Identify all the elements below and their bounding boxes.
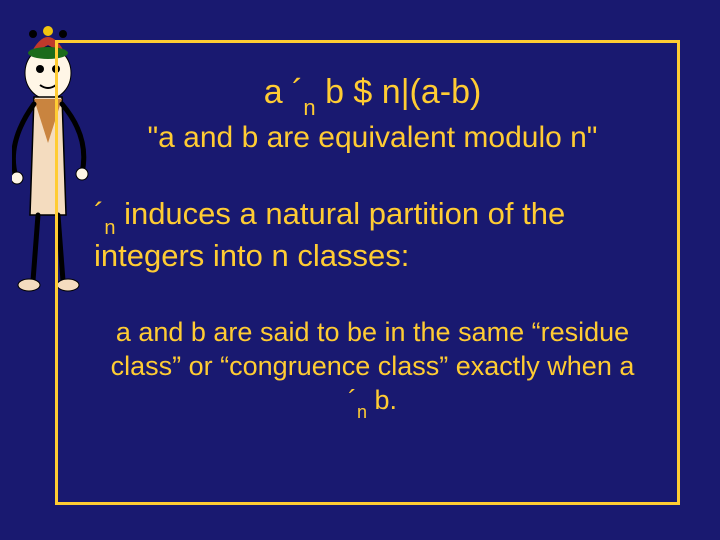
title-sub: n (303, 95, 315, 120)
content-frame: a ´n b $ n|(a-b) "a and b are equivalent… (55, 40, 680, 505)
title-post: b $ n|(a-b) (316, 73, 482, 111)
title-pre: a ´ (264, 73, 304, 111)
footer-text: a and b are said to be in the same “resi… (88, 316, 657, 420)
formula-title: a ´n b $ n|(a-b) (88, 73, 657, 117)
body-text: ´n induces a natural partition of the in… (88, 195, 657, 274)
body-pre: ´ (94, 196, 104, 231)
body-post: induces a natural partition of the integ… (94, 196, 565, 273)
body-sub: n (104, 217, 115, 239)
quote-line: "a and b are equivalent modulo n" (88, 121, 657, 155)
footer-post: b. (367, 385, 397, 415)
footer-sub: n (357, 402, 367, 422)
